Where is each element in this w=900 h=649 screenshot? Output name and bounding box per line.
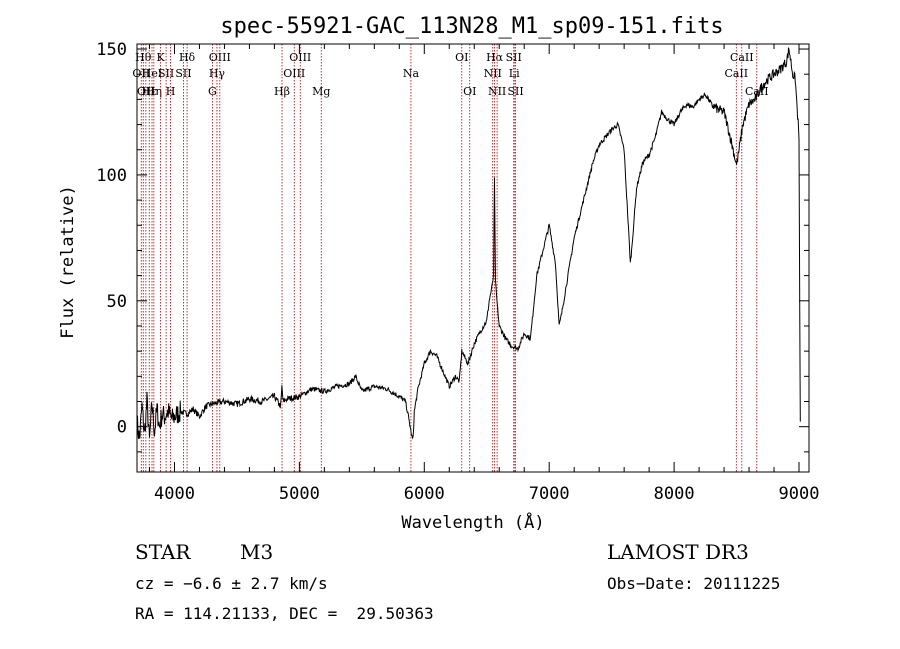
spectral-line-label-27: CaII: [724, 67, 748, 80]
x-tick-label-1: 5000: [279, 484, 320, 504]
survey-name: LAMOST DR3: [607, 540, 749, 564]
x-tick-label-3: 7000: [529, 484, 570, 504]
spectral-line-label-21: NII: [484, 67, 502, 80]
y-axis-label: Flux (relative): [58, 185, 78, 339]
spectral-line-label-24: SII: [506, 51, 522, 64]
spectral-line-label-22: Hα: [486, 51, 504, 64]
spectral-line-label-7: SII: [158, 67, 174, 80]
spectral-line-label-25: SII: [507, 85, 523, 98]
x-tick-label-2: 6000: [404, 484, 445, 504]
x-tick-label-0: 4000: [154, 484, 195, 504]
spectral-line-label-20: OI: [463, 85, 476, 98]
spectral-line-label-3: Hε: [142, 85, 158, 98]
y-tick-label-0: 0: [117, 418, 127, 438]
y-tick-label-1: 50: [107, 292, 127, 312]
spectral-line-label-12: Hγ: [209, 67, 226, 80]
y-tick-label-3: 150: [96, 40, 127, 60]
x-axis-label: Wavelength (Å): [401, 511, 544, 533]
spectral-line-label-6: K: [156, 51, 165, 64]
spectral-line-label-28: CaII: [730, 51, 754, 64]
plot-frame: [136, 43, 810, 473]
observation-date: Obs−Date: 20111225: [607, 574, 781, 593]
x-tick-label-5: 9000: [779, 484, 820, 504]
spectral-line-label-18: Na: [403, 67, 420, 80]
spectral-line-label-14: Hβ: [274, 85, 290, 98]
spectral-line-label-8: H: [166, 85, 176, 98]
series-layer: [136, 47, 801, 440]
spectral-line-label-26: Li: [509, 67, 520, 80]
x-tick-label-4: 8000: [654, 484, 695, 504]
redshift-readout: cz = −6.6 ± 2.7 km/s: [135, 574, 328, 593]
object-subclass: M3: [240, 540, 274, 564]
ticks-layer: 4000 5000 6000 7000 8000 9000 0 50 100 150: [96, 40, 819, 504]
spectral-line-label-5: Hη: [146, 85, 162, 98]
spectral-line-label-17: Mg: [312, 85, 330, 98]
spectral-line-label-10: SII: [175, 67, 191, 80]
spectral-line-label-23: NII: [488, 85, 506, 98]
spectral-line-label-13: OIII: [209, 51, 231, 64]
y-tick-label-2: 100: [96, 166, 127, 186]
spectral-line-label-19: OI: [455, 51, 468, 64]
object-class: STAR: [135, 540, 191, 564]
spectral-lines-layer: OIIHθOIIHεHeIHηKSIIHHδSIIGHγOIIIHβOIIIOI…: [132, 44, 769, 472]
spectrum-series-line-0: [136, 47, 801, 440]
chart-title: spec-55921-GAC_113N28_M1_sp09-151.fits: [220, 14, 723, 39]
spectral-line-label-11: G: [208, 85, 217, 98]
spectral-line-label-2: OII: [137, 85, 155, 98]
spectral-line-label-1: Hθ: [135, 51, 152, 64]
spectral-line-label-15: OIII: [283, 67, 305, 80]
spectral-line-label-16: OIII: [289, 51, 311, 64]
spectral-line-label-4: HeI: [142, 67, 162, 80]
coordinates-readout: RA = 114.21133, DEC = 29.50363: [135, 604, 434, 623]
spectral-line-label-9: Hδ: [179, 51, 196, 64]
